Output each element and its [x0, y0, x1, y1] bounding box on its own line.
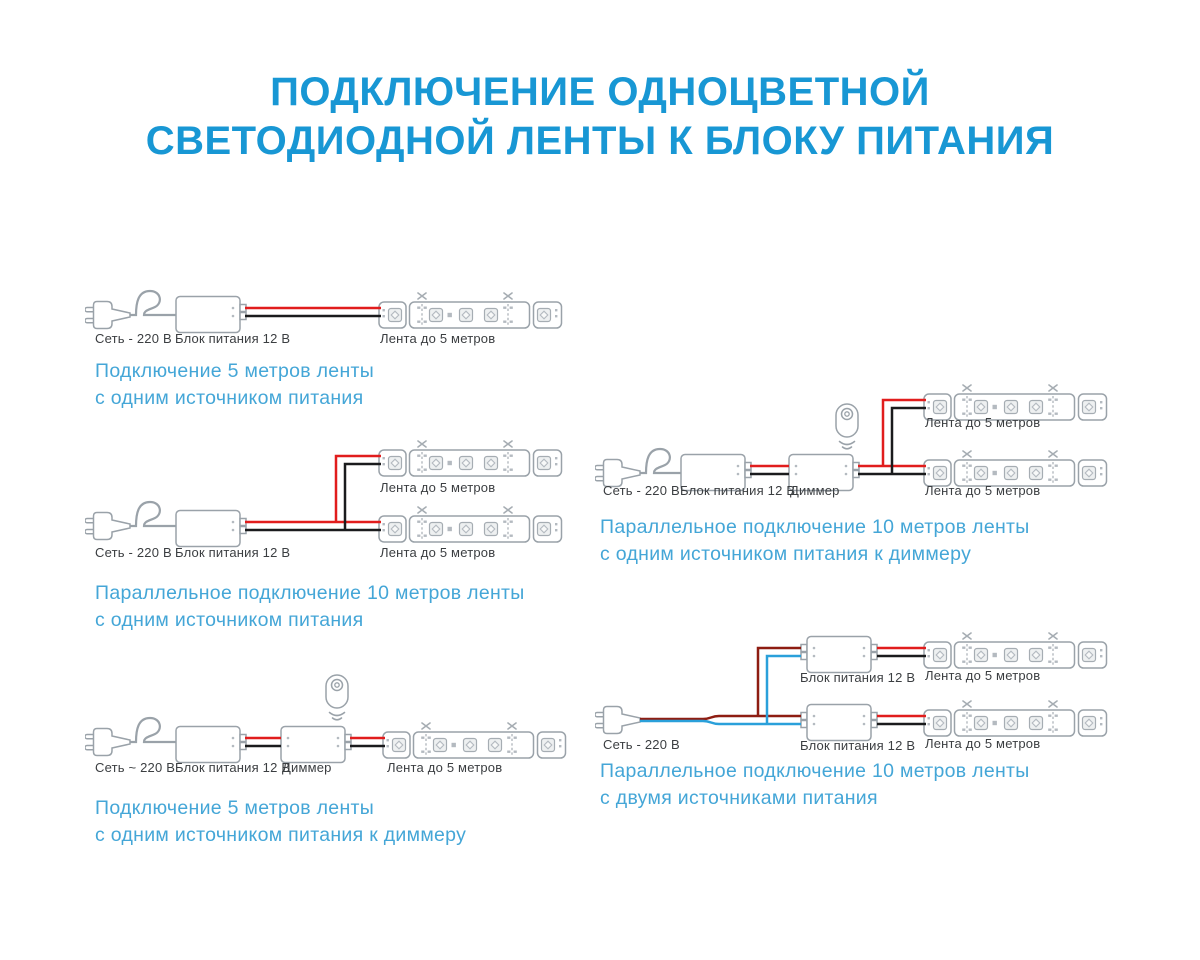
led-strip-bottom	[923, 450, 1108, 487]
power-cord	[130, 500, 176, 528]
diagram-10m-parallel-psu: Лента до 5 метров Сеть - 220 В Блок пита…	[85, 440, 563, 560]
label-mains: Сеть ~ 220 В	[95, 760, 175, 775]
dimmer-box	[280, 725, 352, 764]
led-strip	[378, 292, 563, 329]
label-psu: Блок питания 12 В	[175, 331, 290, 346]
psu-box-bottom	[800, 703, 878, 742]
psu-box	[175, 509, 247, 548]
diagram-10m-two-psu: Блок питания 12 В Лента до 5 метров Сеть…	[595, 632, 1108, 753]
label-strip-top: Лента до 5 метров	[925, 668, 1040, 683]
plug-icon	[85, 511, 131, 541]
psu-box-top	[800, 635, 878, 674]
psu-box	[175, 295, 247, 334]
label-dimmer: Диммер	[282, 760, 332, 775]
plug-icon	[85, 727, 131, 757]
label-strip-top: Лента до 5 метров	[925, 415, 1040, 430]
label-strip-top: Лента до 5 метров	[380, 480, 495, 495]
label-mains: Сеть - 220 В	[95, 331, 172, 346]
page-title-line1: ПОДКЛЮЧЕНИЕ ОДНОЦВЕТНОЙ	[270, 70, 930, 114]
diagram-5m-dimmer: Сеть ~ 220 В Блок питания 12 В Диммер Ле…	[85, 674, 567, 775]
caption-5m-dimmer: Подключение 5 метров ленты с одним источ…	[95, 797, 467, 846]
plug-icon	[595, 705, 641, 735]
caption-10m-two-psu: Параллельное подключение 10 метров ленты…	[600, 760, 1030, 809]
caption-10m-parallel-dimmer: Параллельное подключение 10 метров ленты…	[600, 516, 1030, 565]
caption-5m-single-psu: Подключение 5 метров ленты с одним источ…	[95, 360, 375, 409]
diagram-10m-parallel-dimmer: Лента до 5 метров Сеть - 220 В Блок пита…	[595, 384, 1108, 498]
power-cord	[640, 447, 686, 475]
wire-black	[877, 654, 926, 726]
led-strip	[382, 722, 567, 759]
label-strip-bottom: Лента до 5 метров	[925, 483, 1040, 498]
wire-mains-live	[640, 646, 801, 721]
label-psu-top: Блок питания 12 В	[800, 670, 915, 685]
led-strip-bottom	[923, 700, 1108, 737]
label-mains: Сеть - 220 В	[603, 483, 680, 498]
wire-mains-neutral	[640, 654, 801, 726]
psu-box	[175, 725, 247, 764]
label-psu: Блок питания 12 В	[680, 483, 795, 498]
caption-10m-parallel-psu: Параллельное подключение 10 метров ленты…	[95, 582, 525, 631]
page-title: ПОДКЛЮЧЕНИЕ ОДНОЦВЕТНОЙ СВЕТОДИОДНОЙ ЛЕН…	[0, 68, 1200, 166]
wire-black	[245, 462, 381, 532]
label-dimmer: Диммер	[790, 483, 840, 498]
wire-red	[245, 454, 381, 524]
page-title-line2: СВЕТОДИОДНОЙ ЛЕНТЫ К БЛОКУ ПИТАНИЯ	[145, 119, 1055, 163]
label-psu: Блок питания 12 В	[175, 545, 290, 560]
label-mains: Сеть - 220 В	[95, 545, 172, 560]
wire-red	[877, 646, 926, 718]
label-strip-bottom: Лента до 5 метров	[380, 545, 495, 560]
diagram-5m-single-psu: Сеть - 220 В Блок питания 12 В Лента до …	[85, 289, 563, 346]
label-strip-bottom: Лента до 5 метров	[925, 736, 1040, 751]
wire-black	[750, 406, 926, 476]
remote-control-icon	[325, 674, 349, 721]
label-psu-bottom: Блок питания 12 В	[800, 738, 915, 753]
led-strip-bottom	[378, 506, 563, 543]
power-cord	[130, 289, 176, 317]
label-strip: Лента до 5 метров	[380, 331, 495, 346]
led-strip-top	[378, 440, 563, 477]
label-mains: Сеть - 220 В	[603, 737, 680, 752]
power-cord	[130, 716, 176, 744]
led-strip-top	[923, 632, 1108, 669]
label-psu: Блок питания 12 В	[175, 760, 290, 775]
remote-control-icon	[835, 403, 859, 450]
label-strip: Лента до 5 метров	[387, 760, 502, 775]
plug-icon	[85, 300, 131, 330]
